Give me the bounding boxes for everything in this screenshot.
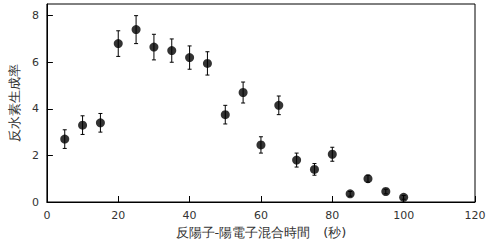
svg-text:反水素生成率: 反水素生成率: [7, 64, 22, 142]
svg-text:4: 4: [32, 102, 39, 115]
svg-text:0: 0: [32, 196, 39, 209]
svg-text:40: 40: [183, 209, 197, 222]
svg-text:0: 0: [43, 209, 50, 222]
svg-text:6: 6: [32, 56, 39, 69]
svg-text:2: 2: [32, 149, 39, 162]
svg-text:100: 100: [393, 209, 414, 222]
svg-text:8: 8: [32, 9, 39, 22]
svg-text:80: 80: [325, 209, 339, 222]
svg-text:60: 60: [254, 209, 268, 222]
svg-text:反陽子-陽電子混合時間 (秒): 反陽子-陽電子混合時間 (秒): [176, 225, 347, 240]
svg-text:20: 20: [111, 209, 125, 222]
svg-text:120: 120: [465, 209, 486, 222]
